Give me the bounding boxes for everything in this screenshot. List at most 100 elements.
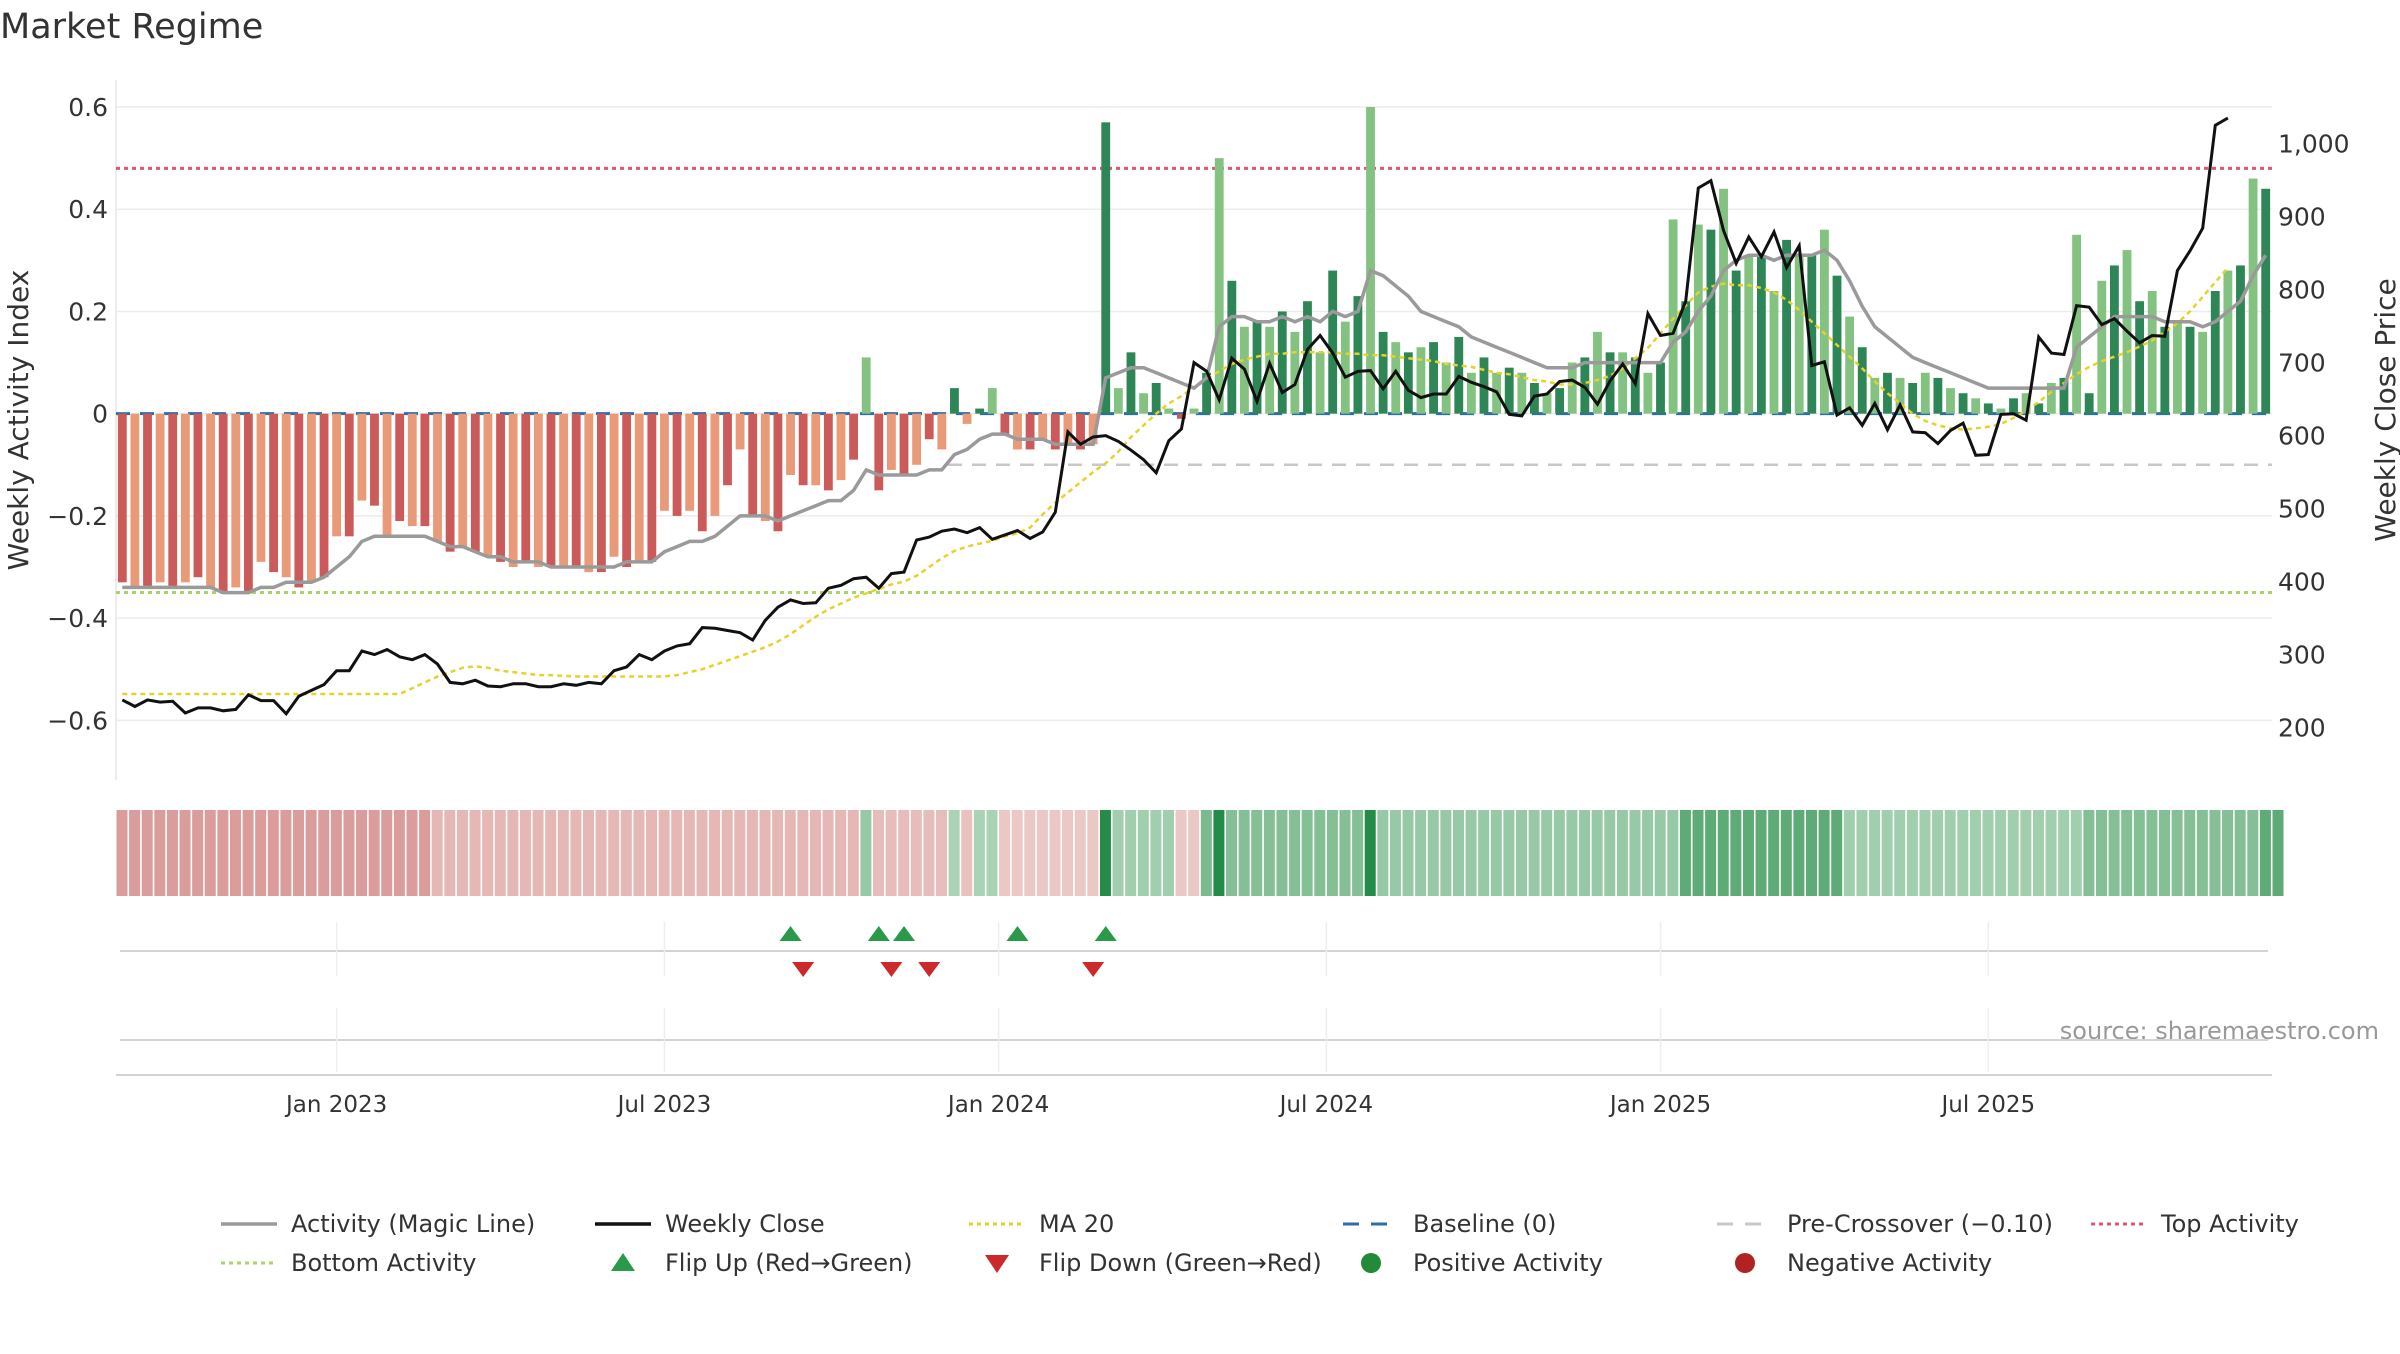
activity-bar	[886, 413, 896, 470]
y2-tick-label: 600	[2278, 422, 2326, 451]
heat-strip-cell	[898, 810, 910, 896]
activity-bar	[2223, 270, 2233, 414]
activity-bar	[1000, 413, 1010, 435]
flip-up-marker	[867, 926, 890, 941]
activity-bar	[861, 357, 871, 414]
heat-strip-cell	[2058, 810, 2070, 896]
y2-axis-label: Weekly Close Price	[2369, 278, 2400, 541]
flip-up-marker	[779, 926, 802, 941]
heat-strip-cell	[2045, 810, 2057, 896]
activity-bar	[2248, 178, 2258, 414]
weekly-close-line	[121, 116, 2229, 717]
activity-bar	[2046, 383, 2056, 414]
heat-strip-cell	[1276, 810, 1288, 896]
heat-strip-cell	[116, 810, 128, 896]
heat-strip-cell	[2196, 810, 2208, 896]
y-tick-label: 0.4	[68, 195, 108, 224]
activity-bar	[1782, 239, 1791, 414]
y-axis-label: Weekly Activity Index	[2, 270, 35, 571]
activity-bar	[1656, 362, 1665, 414]
y-tick-label: −0.2	[47, 502, 108, 531]
heat-strip-cell	[1553, 810, 1565, 896]
activity-bar	[1693, 224, 1703, 414]
x-tick-label: Jul 2024	[1278, 1092, 1374, 1118]
y2-tick-label: 500	[2278, 495, 2326, 524]
reference-lines	[116, 166, 2272, 595]
heat-strip-cell	[2159, 810, 2171, 896]
heat-strip-cell	[141, 810, 153, 896]
heat-strip-cell	[822, 810, 834, 896]
activity-bar	[899, 413, 909, 475]
heat-strip-cell	[1150, 810, 1162, 896]
activity-bar	[508, 413, 518, 567]
heat-strip-cell	[431, 810, 443, 896]
heat-strip-cell	[557, 810, 569, 896]
activity-bar	[647, 413, 657, 562]
y2-tick-label: 400	[2278, 568, 2326, 597]
heat-strip-cell	[1755, 810, 1767, 896]
activity-bar	[307, 413, 316, 583]
activity-bar	[723, 413, 732, 486]
heat-strip-cell	[154, 810, 166, 896]
activity-bar	[1315, 352, 1325, 414]
heat-strip-cell	[2032, 810, 2044, 896]
heat-strip-cell	[1137, 810, 1149, 896]
heat-strip-cell	[1957, 810, 1969, 896]
heat-strip-cell	[1175, 810, 1187, 896]
legend-item: Top Activity	[2091, 1210, 2299, 1238]
heat-strip-cell	[696, 810, 708, 896]
activity-bar	[1088, 413, 1098, 445]
flip-up-marker	[1006, 926, 1029, 941]
activity-bar	[1101, 122, 1111, 414]
activity-bar	[407, 413, 417, 527]
heat-strip-cell	[1843, 810, 1855, 896]
heat-strip-cell	[570, 810, 582, 896]
legend-label: MA 20	[1039, 1210, 1114, 1238]
legend-item: Weekly Close	[595, 1210, 825, 1238]
activity-bar	[1895, 377, 1905, 414]
heat-strip-cell	[456, 810, 468, 896]
activity-bar	[2173, 321, 2182, 414]
activity-bar	[1719, 188, 1728, 414]
legend-label: Flip Up (Red→Green)	[665, 1249, 913, 1277]
activity-bar	[2021, 393, 2031, 414]
heat-strip-cell	[1402, 810, 1414, 896]
activity-bar	[193, 413, 203, 578]
heat-strip-cell	[1427, 810, 1439, 896]
legend-label: Bottom Activity	[291, 1249, 476, 1277]
activity-bar	[1391, 342, 1401, 414]
activity-bar	[1794, 255, 1804, 414]
heat-strip-cell	[961, 810, 973, 896]
heat-strip-cell	[507, 810, 519, 896]
activity-bar	[382, 413, 392, 537]
activity-bar	[130, 413, 140, 588]
activity-bar	[1466, 372, 1476, 414]
legend-label: Baseline (0)	[1413, 1210, 1556, 1238]
heat-strip-cell	[885, 810, 897, 896]
heat-strip-cell	[671, 810, 683, 896]
heat-strip-cell	[293, 810, 305, 896]
y-tick-label: 0.6	[68, 93, 108, 122]
activity-bar	[2084, 393, 2094, 414]
regime-heat-strip	[116, 810, 2284, 896]
activity-bar	[2185, 326, 2195, 414]
heat-strip-cell	[1062, 810, 1074, 896]
activity-bar	[483, 413, 493, 557]
heat-strip-cell	[1162, 810, 1174, 896]
activity-bar	[1328, 270, 1338, 414]
activity-bar	[2210, 291, 2220, 414]
heat-strip-cell	[1730, 810, 1742, 896]
heat-strip-cell	[1125, 810, 1137, 896]
heat-strip-cell	[809, 810, 821, 896]
activity-bar	[1618, 352, 1628, 414]
activity-bar	[433, 413, 442, 542]
heat-strip-cell	[709, 810, 721, 896]
activity-bar	[218, 413, 228, 593]
legend-item: MA 20	[969, 1210, 1114, 1238]
activity-bar	[2135, 301, 2145, 414]
heat-strip-cell	[1805, 810, 1818, 896]
heat-strip-cell	[1692, 810, 1704, 896]
activity-bar	[1366, 107, 1375, 414]
heat-strip-cell	[1591, 810, 1603, 896]
flip-down-marker	[880, 962, 903, 977]
